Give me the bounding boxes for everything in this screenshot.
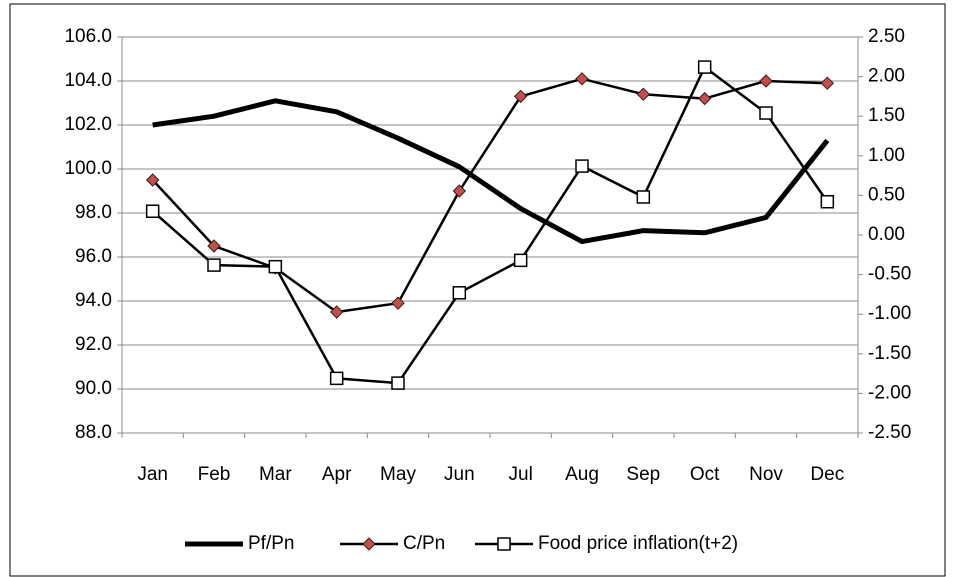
y-tick-label: 88.0 — [75, 422, 112, 443]
y2-tick-label: -0.50 — [868, 264, 911, 285]
data-point — [329, 371, 344, 386]
data-point — [513, 253, 528, 268]
data-point — [636, 190, 651, 204]
legend-label: C/Pn — [403, 533, 445, 554]
data-point — [759, 74, 773, 88]
x-tick-label: Oct — [690, 464, 720, 485]
x-tick-label: Aug — [565, 464, 599, 485]
x-tick-label: Jun — [444, 464, 475, 485]
series-line — [152, 98, 830, 245]
y2-tick-label: -2.00 — [868, 382, 911, 403]
data-point — [452, 184, 467, 198]
y2-tick-label: 0.50 — [868, 184, 905, 205]
data-point — [145, 173, 160, 187]
x-tick-label: May — [380, 464, 416, 485]
data-point — [697, 60, 712, 74]
series-line — [151, 65, 829, 385]
data-point — [329, 305, 344, 319]
y2-tick-label: -2.50 — [868, 422, 911, 443]
data-point — [697, 91, 712, 106]
data-point — [145, 204, 160, 218]
y2-tick-label: -1.00 — [868, 303, 911, 324]
data-point — [513, 89, 528, 104]
data-point — [575, 159, 589, 173]
y-tick-label: 90.0 — [75, 378, 112, 399]
y-tick-label: 104.0 — [64, 70, 112, 91]
y2-tick-label: 2.50 — [868, 26, 905, 47]
legend-label: Pf/Pn — [248, 533, 294, 554]
x-tick-label: Apr — [322, 464, 352, 485]
series-line — [151, 77, 828, 314]
x-tick-label: Jan — [137, 464, 168, 485]
y-tick-label: 100.0 — [64, 158, 112, 179]
data-point — [820, 76, 835, 90]
y-tick-label: 102.0 — [64, 114, 112, 135]
data-point — [391, 376, 405, 390]
data-point — [636, 87, 651, 101]
y-tick-label: 106.0 — [64, 26, 112, 47]
x-tick-label: Sep — [626, 464, 660, 485]
data-point — [452, 286, 467, 300]
data-point — [268, 259, 283, 274]
y-tick-label: 92.0 — [75, 334, 112, 355]
y2-tick-label: 0.00 — [868, 224, 905, 245]
y-tick-label: 98.0 — [75, 202, 112, 223]
legend-marker — [362, 537, 376, 551]
data-point — [820, 194, 835, 209]
data-point — [391, 296, 405, 310]
y2-tick-label: 1.00 — [868, 145, 905, 166]
y-tick-label: 94.0 — [75, 290, 112, 311]
data-point — [207, 258, 221, 272]
x-tick-label: Mar — [259, 464, 292, 485]
chart-frame — [9, 3, 946, 577]
y2-tick-label: -1.50 — [868, 343, 911, 364]
y2-tick-label: 2.00 — [868, 66, 905, 87]
data-point — [759, 106, 773, 120]
y-tick-label: 96.0 — [75, 246, 112, 267]
x-tick-label: Feb — [198, 464, 231, 485]
y2-tick-label: 1.50 — [868, 105, 905, 126]
x-tick-label: Jul — [509, 464, 533, 485]
legend-marker — [497, 537, 511, 551]
x-tick-label: Dec — [810, 464, 844, 485]
data-point — [207, 239, 221, 253]
x-tick-label: Nov — [749, 464, 783, 485]
legend-label: Food price inflation(t+2) — [538, 533, 738, 554]
data-point — [575, 72, 589, 86]
